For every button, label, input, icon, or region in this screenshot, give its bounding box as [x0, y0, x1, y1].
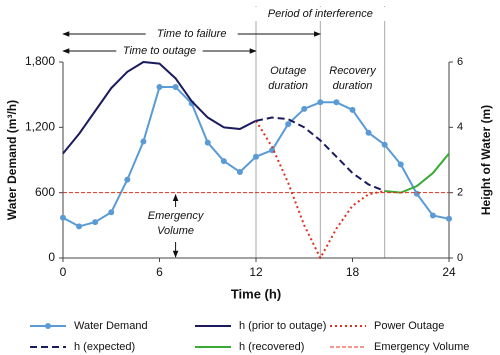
y-tick-label: 600 — [35, 185, 55, 199]
legend-label: Emergency Volume — [374, 341, 469, 353]
annotation-label: Recovery duration — [324, 64, 381, 94]
annotation-background — [116, 44, 203, 58]
x-tick-label: 6 — [156, 265, 163, 279]
data-point — [172, 84, 179, 91]
data-point — [60, 214, 66, 221]
legend-label: Power Outage — [374, 320, 444, 332]
y2-tick-label: 2 — [457, 187, 463, 199]
legend-marker — [45, 323, 51, 329]
data-point — [413, 190, 420, 197]
x-axis-title: Time (h) — [231, 286, 281, 301]
series-line — [62, 61, 257, 155]
x-tick-label: 0 — [60, 265, 67, 279]
data-point — [76, 223, 83, 230]
annotation-label: Outage duration — [260, 64, 317, 94]
y2-tick-label: 4 — [457, 121, 463, 133]
data-point — [349, 106, 356, 113]
legend-label: h (prior to outage) — [239, 320, 326, 332]
data-point — [92, 219, 99, 226]
y2-tick-label: 0 — [457, 252, 463, 264]
data-point — [317, 99, 324, 106]
x-tick-label: 18 — [346, 265, 360, 279]
data-point — [156, 84, 163, 91]
legend-label: Water Demand — [74, 320, 148, 332]
annotation-background — [254, 7, 386, 21]
data-point — [140, 138, 147, 145]
y-tick-label: 0 — [48, 250, 55, 264]
data-point — [333, 99, 340, 106]
data-point — [381, 141, 388, 148]
series-line — [255, 116, 386, 192]
data-point — [397, 161, 404, 168]
x-tick-label: 12 — [249, 265, 263, 279]
series-line — [384, 152, 450, 194]
data-point — [429, 212, 436, 219]
data-point — [236, 168, 243, 175]
data-point — [220, 158, 227, 165]
data-point — [253, 153, 259, 160]
data-point — [446, 215, 452, 222]
y-tick-label: 1,200 — [25, 120, 55, 134]
annotation-label: Time to failure — [157, 28, 227, 40]
annotation-label: Period of interference — [268, 8, 373, 20]
y-axis-title: Water Demand (m³/h) — [5, 100, 19, 220]
x-tick-label: 24 — [442, 265, 456, 279]
annotation-label: Emergency Volume — [139, 209, 212, 239]
data-point — [124, 176, 131, 183]
data-point — [108, 209, 115, 216]
series-line — [255, 120, 385, 259]
annotation-label: Time to outage — [123, 45, 196, 57]
annotation-background — [145, 27, 238, 41]
data-point — [365, 129, 372, 136]
legend-label: h (recovered) — [239, 341, 304, 353]
y2-axis-title: Height of Water (m) — [479, 105, 493, 215]
data-point — [285, 121, 292, 128]
y2-tick-label: 6 — [457, 56, 463, 68]
data-point — [301, 105, 308, 112]
data-point — [204, 139, 211, 146]
y-tick-label: 1,800 — [25, 54, 55, 68]
legend-label: h (expected) — [74, 341, 135, 353]
